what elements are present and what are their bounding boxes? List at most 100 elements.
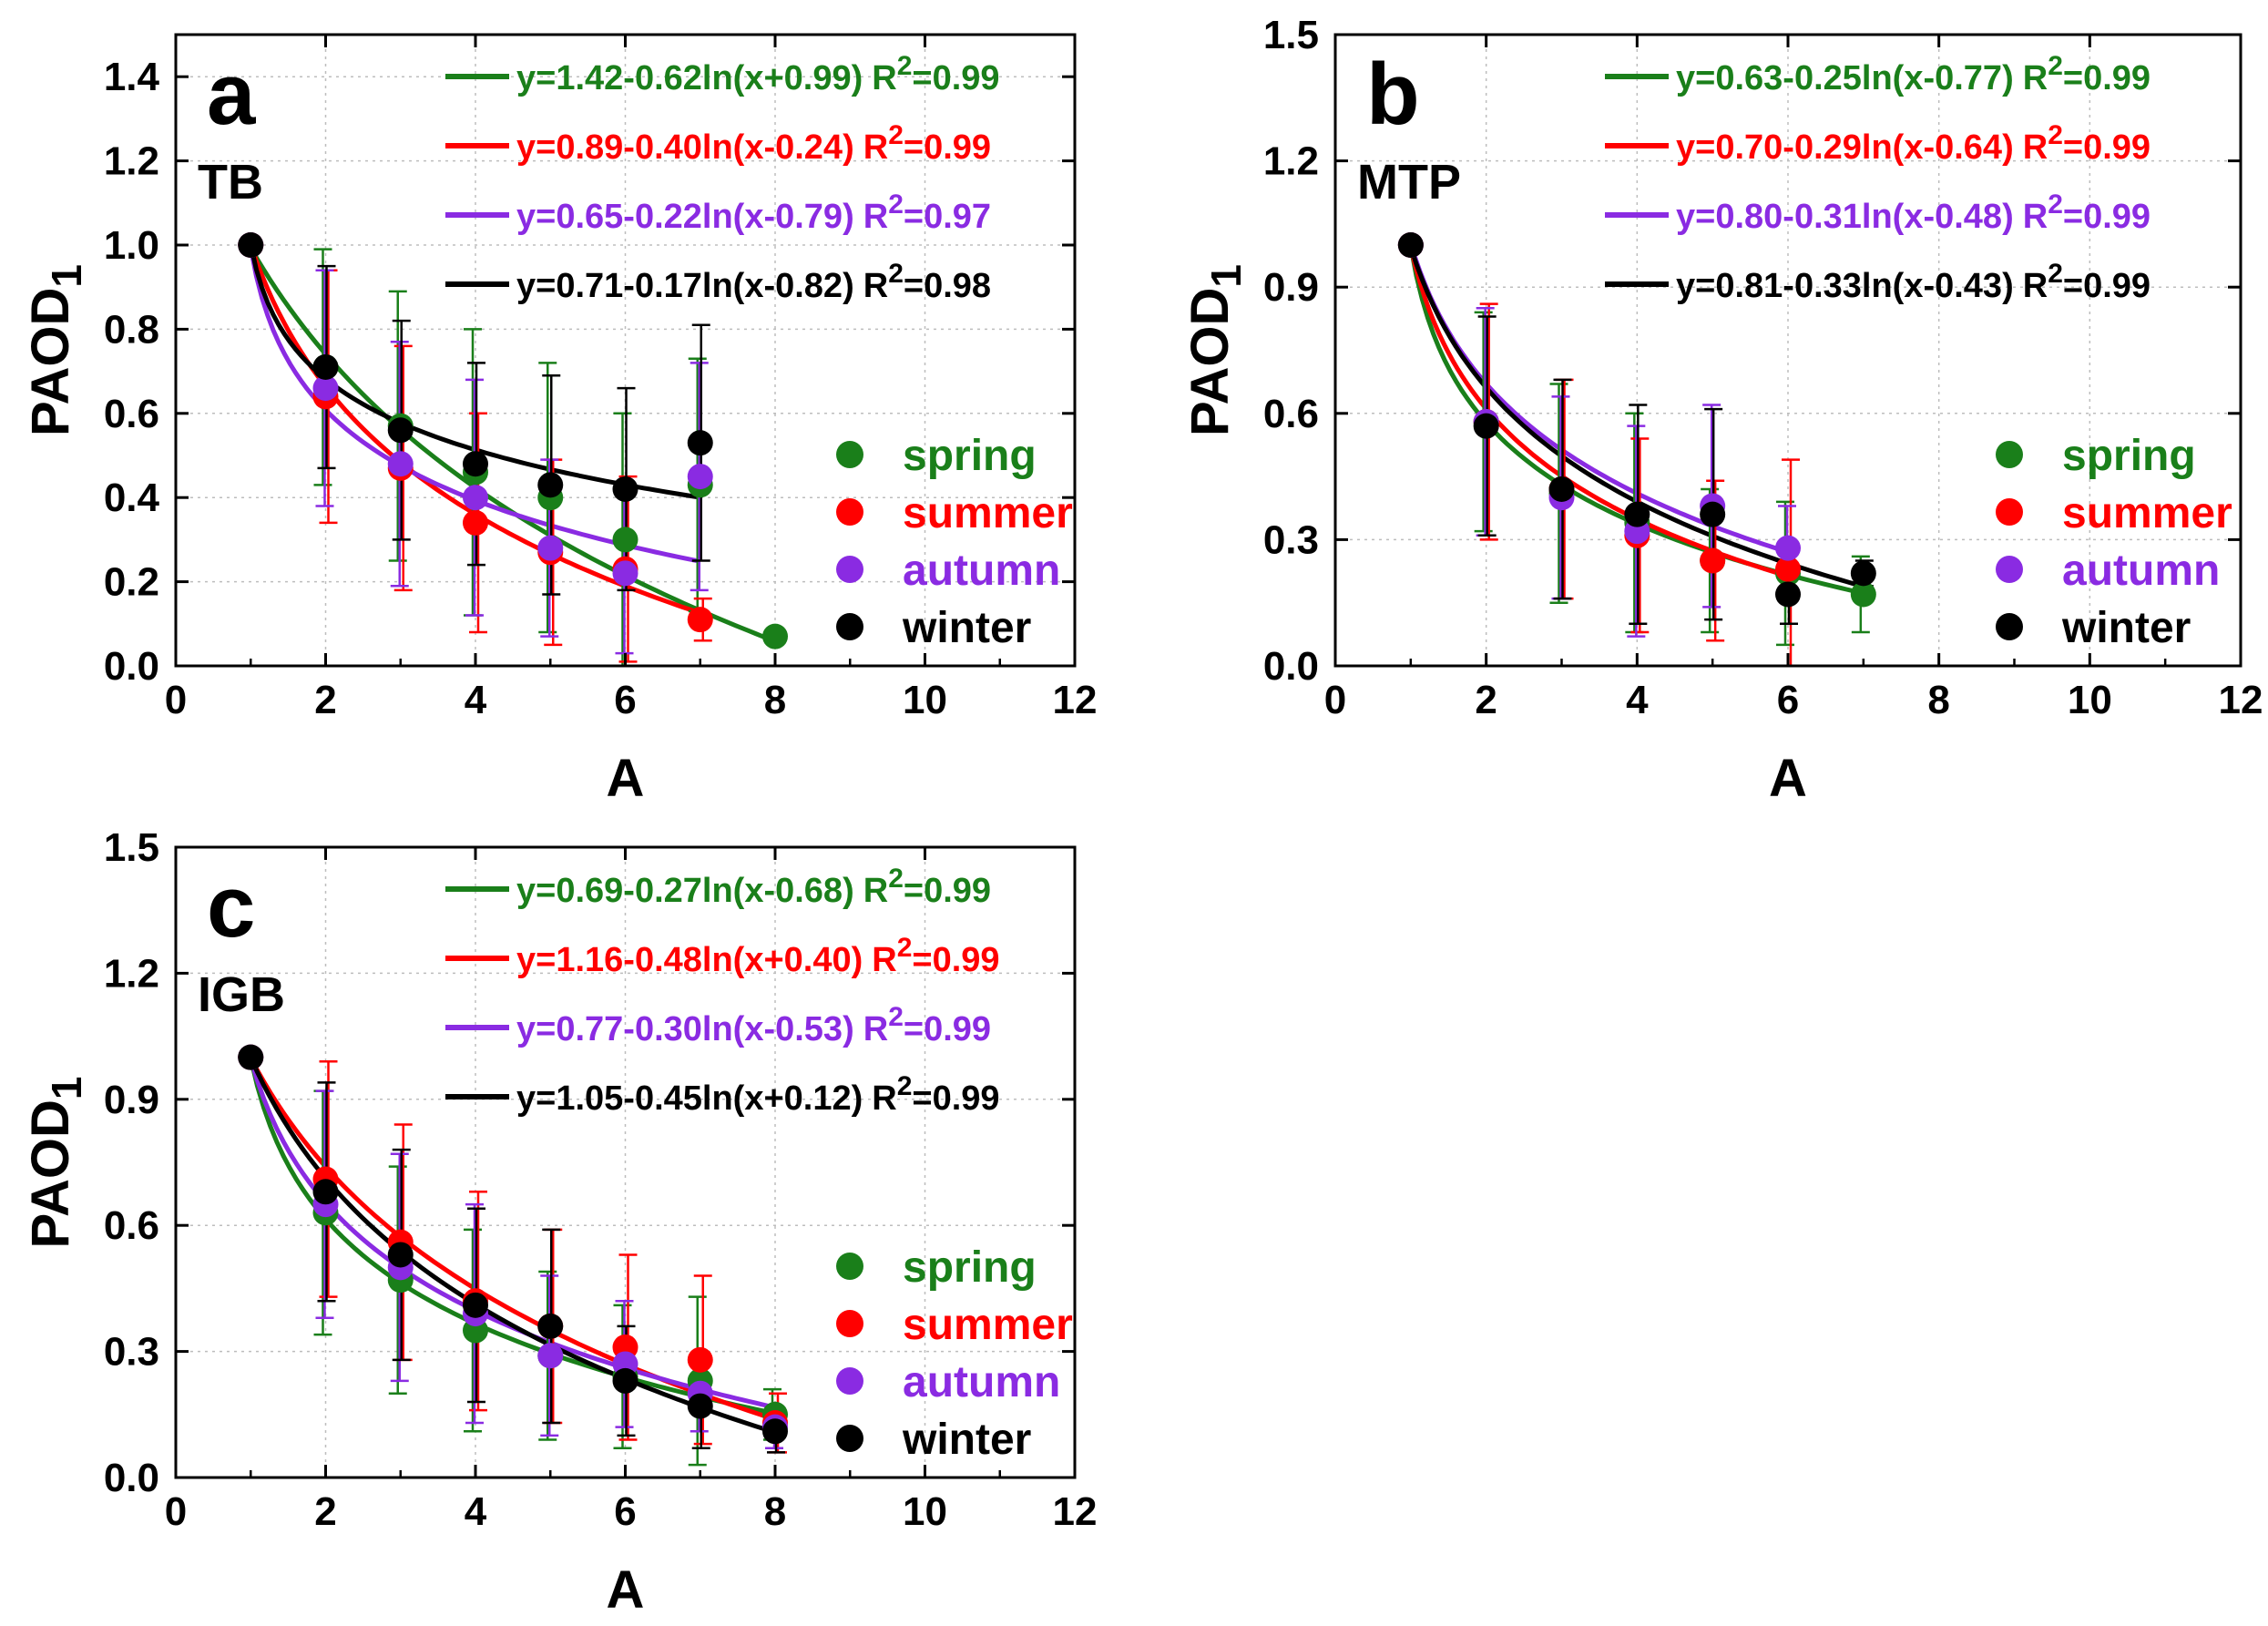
y-tick-label: 0.3	[104, 1330, 159, 1375]
x-tick-label: 8	[1927, 678, 1949, 722]
panel-letter: c	[207, 858, 255, 956]
equation-summer: y=0.70-0.29ln(x-0.64) R2=0.99	[1676, 120, 2151, 167]
y-tick-label: 0.0	[104, 644, 159, 689]
y-tick-label: 0.0	[104, 1456, 159, 1500]
x-tick-label: 10	[2068, 678, 2112, 722]
r2-superscript: 2	[888, 864, 904, 894]
x-axis-title: A	[607, 749, 645, 808]
legend-marker-winter	[1996, 613, 2023, 640]
fit-curve-summer	[1408, 246, 1789, 578]
data-point-autumn	[463, 485, 488, 511]
data-point-winter	[687, 1393, 713, 1419]
x-tick-label: 10	[903, 1489, 947, 1534]
data-point-summer	[1775, 556, 1801, 582]
data-point-winter	[1473, 413, 1499, 439]
error-bars	[1474, 302, 1874, 668]
data-point-winter	[312, 353, 339, 380]
y-axis-title: PAOD1	[21, 1077, 90, 1249]
y-axis-title-main: PAOD	[21, 1099, 80, 1248]
legend-label-winter: winter	[2061, 604, 2191, 652]
r2-superscript: 2	[888, 189, 904, 220]
x-tick-label: 8	[764, 1489, 786, 1534]
data-point-autumn	[1775, 535, 1801, 561]
error-bars	[313, 1060, 787, 1467]
r2-label: R	[863, 267, 888, 305]
equation-formula: y=0.63-0.25ln(x-0.77)	[1676, 59, 2014, 97]
equation-autumn: y=0.80-0.31ln(x-0.48) R2=0.99	[1676, 189, 2151, 236]
legend-marker-summer	[1996, 498, 2023, 526]
r2-label: R	[863, 872, 888, 910]
data-point-winter	[1700, 501, 1726, 527]
data-point-winter	[1624, 501, 1650, 527]
data-point-autumn	[687, 464, 713, 490]
y-axis-title-subscript: 1	[43, 1077, 90, 1100]
y-tick-label: 0.0	[1263, 644, 1319, 689]
equation-summer: y=0.89-0.40ln(x-0.24) R2=0.99	[516, 120, 991, 167]
data-point-summer	[687, 607, 713, 633]
data-point-winter	[1775, 581, 1801, 608]
data-point-winter	[387, 1242, 414, 1268]
equation-formula: y=0.70-0.29ln(x-0.64)	[1676, 128, 2014, 167]
data-point-winter	[537, 472, 564, 498]
r2-label: R	[872, 1079, 896, 1118]
legend-label-summer: summer	[2062, 489, 2232, 537]
x-tick-label: 6	[614, 678, 636, 722]
data-point-summer	[687, 1346, 713, 1373]
r2-superscript: 2	[2048, 189, 2063, 220]
r2-label: R	[863, 128, 888, 167]
legend-label-summer: summer	[903, 489, 1073, 537]
r2-superscript: 2	[897, 51, 913, 81]
legend-label-autumn: autumn	[2062, 547, 2220, 595]
legend-marker-summer	[836, 1310, 863, 1337]
x-tick-label: 12	[1053, 678, 1098, 722]
r2-value: =0.99	[2063, 128, 2151, 167]
x-tick-label: 2	[1475, 678, 1497, 722]
equation-formula: y=1.05-0.45ln(x+0.12)	[516, 1079, 863, 1118]
data-point-spring	[1850, 581, 1876, 608]
data-point-winter	[537, 1313, 564, 1339]
equation-summer: y=1.16-0.48ln(x+0.40) R2=0.99	[516, 933, 1000, 979]
axes: 0 2 4 6 8 10 12 0.0 0.3 0.6 0.9 1.2 1.5	[104, 825, 1098, 1534]
data-point-autumn	[537, 1343, 564, 1369]
x-tick-label: 6	[1777, 678, 1799, 722]
x-tick-label: 0	[1324, 678, 1346, 722]
r2-value: =0.99	[904, 872, 991, 910]
r2-value: =0.99	[904, 1010, 991, 1048]
r2-superscript: 2	[897, 1071, 913, 1101]
fit-equations: y=1.42-0.62ln(x+0.99) R2=0.99y=0.89-0.40l…	[445, 51, 1000, 305]
y-axis-title-main: PAOD	[1180, 288, 1240, 436]
panel-letter: a	[207, 46, 256, 143]
legend: spring summer autumn winter	[836, 432, 1073, 652]
legend-label-winter: winter	[902, 604, 1031, 652]
y-tick-label: 0.6	[104, 1203, 159, 1248]
equation-spring: y=0.69-0.27ln(x-0.68) R2=0.99	[516, 864, 991, 910]
x-tick-label: 6	[614, 1489, 636, 1534]
legend-label-autumn: autumn	[903, 1358, 1060, 1406]
data-point-winter	[687, 430, 713, 456]
r2-superscript: 2	[888, 1002, 904, 1032]
r2-label: R	[872, 941, 896, 979]
legend-marker-winter	[836, 613, 863, 640]
data-point-autumn	[612, 560, 639, 587]
data-points	[1397, 232, 1876, 608]
panel-letter: b	[1366, 46, 1420, 143]
y-tick-label: 1.5	[1263, 13, 1319, 57]
equation-formula: y=0.89-0.40ln(x-0.24)	[516, 128, 854, 167]
r2-superscript: 2	[888, 120, 904, 150]
data-points	[238, 1044, 788, 1445]
data-point-winter	[463, 1292, 488, 1318]
y-tick-label: 0.6	[1263, 392, 1319, 436]
r2-label: R	[2023, 198, 2048, 236]
data-point-winter	[312, 1179, 339, 1205]
r2-superscript: 2	[888, 259, 904, 289]
data-point-winter	[387, 417, 414, 444]
r2-superscript: 2	[2048, 259, 2063, 289]
x-tick-label: 12	[2219, 678, 2263, 722]
legend-marker-summer	[836, 498, 863, 526]
region-label: MTP	[1357, 155, 1461, 210]
equation-spring: y=0.63-0.25ln(x-0.77) R2=0.99	[1676, 51, 2151, 97]
legend-label-autumn: autumn	[903, 547, 1060, 595]
y-tick-label: 0.2	[104, 560, 159, 605]
legend-label-spring: spring	[903, 1243, 1037, 1292]
equation-formula: y=0.65-0.22ln(x-0.79)	[516, 198, 854, 236]
